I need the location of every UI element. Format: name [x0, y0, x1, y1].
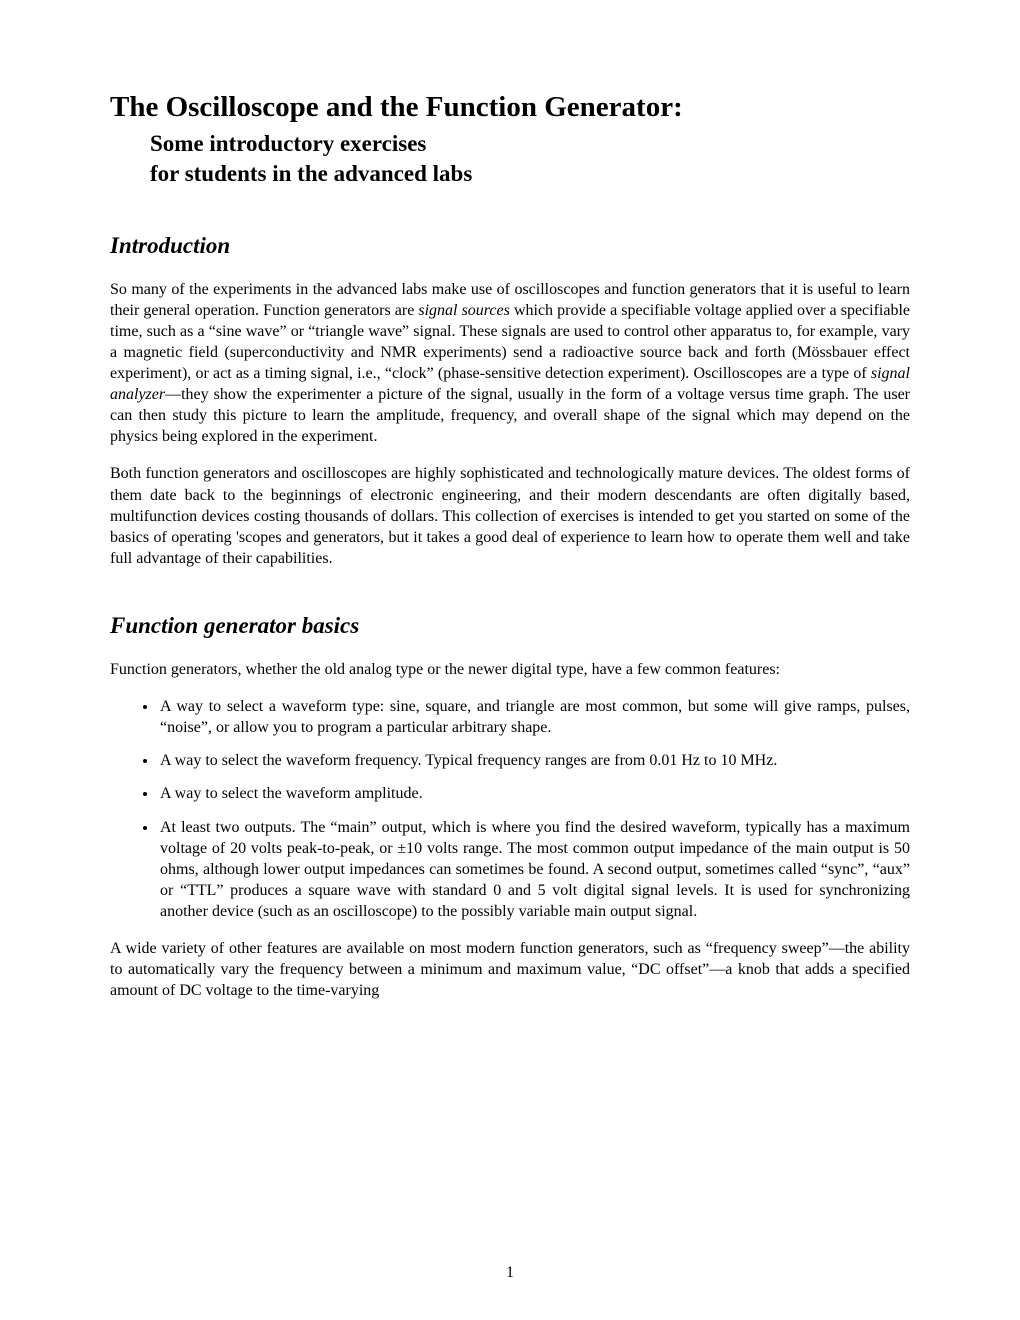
intro-p1-text-c: —they show the experimenter a picture of…: [110, 386, 910, 445]
fgen-bullet-list: A way to select a waveform type: sine, s…: [110, 696, 910, 922]
page-title: The Oscilloscope and the Function Genera…: [110, 90, 910, 125]
page-subtitle-line-2: for students in the advanced labs: [150, 159, 910, 189]
section-heading-introduction: Introduction: [110, 233, 910, 259]
fgen-closing-paragraph: A wide variety of other features are ava…: [110, 938, 910, 1001]
fgen-intro-paragraph: Function generators, whether the old ana…: [110, 659, 910, 680]
list-item: A way to select the waveform frequency. …: [158, 750, 910, 771]
document-page: The Oscilloscope and the Function Genera…: [0, 0, 1020, 1320]
list-item: A way to select a waveform type: sine, s…: [158, 696, 910, 738]
section-heading-function-generator: Function generator basics: [110, 613, 910, 639]
intro-p1-italic-signal-sources: signal sources: [418, 302, 510, 319]
list-item: At least two outputs. The “main” output,…: [158, 817, 910, 923]
page-number: 1: [0, 1264, 1020, 1282]
page-subtitle-line-1: Some introductory exercises: [150, 129, 910, 159]
list-item: A way to select the waveform amplitude.: [158, 783, 910, 804]
intro-paragraph-2: Both function generators and oscilloscop…: [110, 463, 910, 569]
intro-paragraph-1: So many of the experiments in the advanc…: [110, 279, 910, 448]
